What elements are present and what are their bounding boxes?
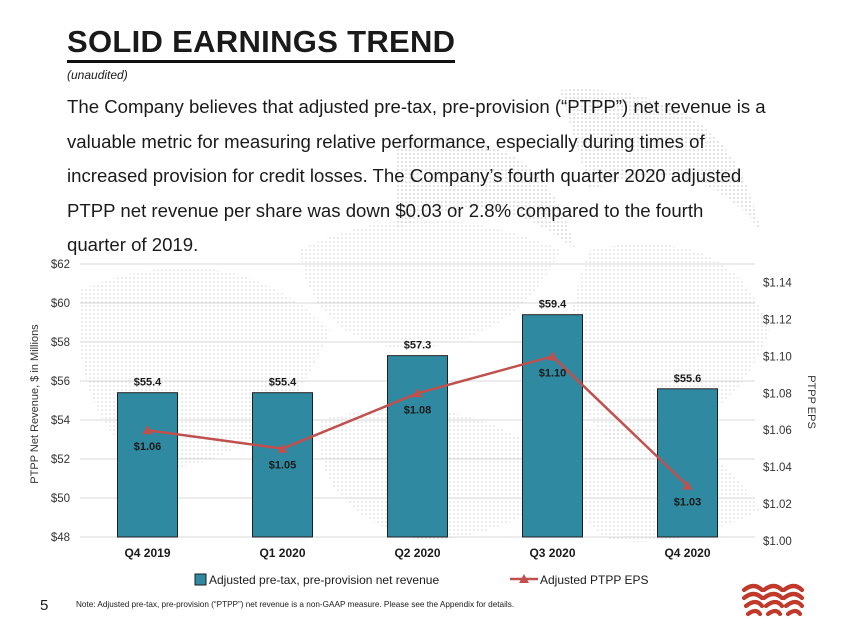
y2-tick-label: $1.12 — [763, 314, 792, 326]
legend-label-line: Adjusted PTPP EPS — [540, 573, 649, 587]
footnote: Note: Adjusted pre-tax, pre-provision (“… — [76, 600, 515, 609]
x-tick-label: Q3 2020 — [529, 546, 575, 560]
eps-value-label: $1.05 — [269, 460, 297, 472]
y2-tick-label: $1.06 — [763, 425, 792, 437]
page-subtitle: (unaudited) — [67, 68, 128, 82]
chart-legend: Adjusted pre-tax, pre-provision net reve… — [194, 573, 649, 587]
eps-marker — [682, 480, 693, 490]
eps-marker — [142, 425, 153, 435]
x-tick-label: Q1 2020 — [259, 546, 305, 560]
y2-tick-label: $1.04 — [763, 462, 792, 474]
bar-value-label: $55.6 — [674, 373, 702, 385]
y-tick-label: $48 — [51, 532, 70, 544]
bar-series — [117, 314, 718, 538]
y-tick-label: $50 — [51, 493, 70, 505]
data-labels: $55.4 $55.4 $57.3 $59.4 $55.6 $1.06 $1.05 $1.08… — [134, 299, 702, 509]
bar-value-label: $55.4 — [269, 377, 297, 389]
y2-tick-label: $1.14 — [763, 277, 792, 289]
x-tick-label: Q4 2020 — [664, 546, 710, 560]
legend-swatch-bar — [194, 573, 207, 586]
eps-value-label: $1.06 — [134, 441, 162, 453]
bar — [657, 388, 718, 538]
y-tick-label: $52 — [51, 454, 70, 466]
bar — [387, 355, 448, 538]
y-tick-label: $54 — [51, 415, 71, 427]
y-tick-label: $62 — [51, 259, 70, 271]
bar — [117, 392, 178, 538]
eps-marker — [412, 388, 423, 398]
bar-value-label: $55.4 — [134, 377, 162, 389]
legend-label-bar: Adjusted pre-tax, pre-provision net reve… — [209, 573, 439, 587]
bar-value-label: $59.4 — [539, 299, 567, 311]
y-tick-label: $58 — [51, 337, 70, 349]
y-tick-label: $56 — [51, 376, 70, 388]
axes: $48 $50 $52 $54 $56 $58 $60 $62 $1.00 $1.02 $1.04 $… — [29, 259, 817, 560]
bar-value-label: $57.3 — [404, 340, 432, 352]
y2-tick-label: $1.08 — [763, 388, 792, 400]
y2-tick-label: $1.02 — [763, 499, 792, 511]
eps-value-label: $1.03 — [674, 497, 702, 509]
line-series — [142, 351, 693, 490]
company-logo-icon — [741, 583, 805, 617]
y-axis-title: PTPP Net Revenue, $ in Millions — [29, 324, 41, 484]
bar — [522, 314, 583, 538]
x-tick-label: Q4 2019 — [124, 546, 170, 560]
y2-tick-label: $1.00 — [763, 536, 792, 548]
description-paragraph: The Company believes that adjusted pre-t… — [67, 96, 766, 255]
eps-marker — [547, 351, 558, 361]
y2-axis-title: PTPP EPS — [805, 375, 817, 429]
eps-value-label: $1.08 — [404, 404, 432, 416]
page-number: 5 — [40, 597, 49, 614]
eps-value-label: $1.10 — [539, 367, 567, 379]
y2-tick-label: $1.10 — [763, 351, 792, 363]
legend-swatch-marker — [519, 574, 529, 583]
x-tick-label: Q2 2020 — [394, 546, 440, 560]
eps-marker — [277, 443, 288, 453]
y-tick-label: $60 — [51, 298, 70, 310]
page-title: SOLID EARNINGS TREND — [67, 24, 456, 63]
bar — [252, 392, 313, 538]
